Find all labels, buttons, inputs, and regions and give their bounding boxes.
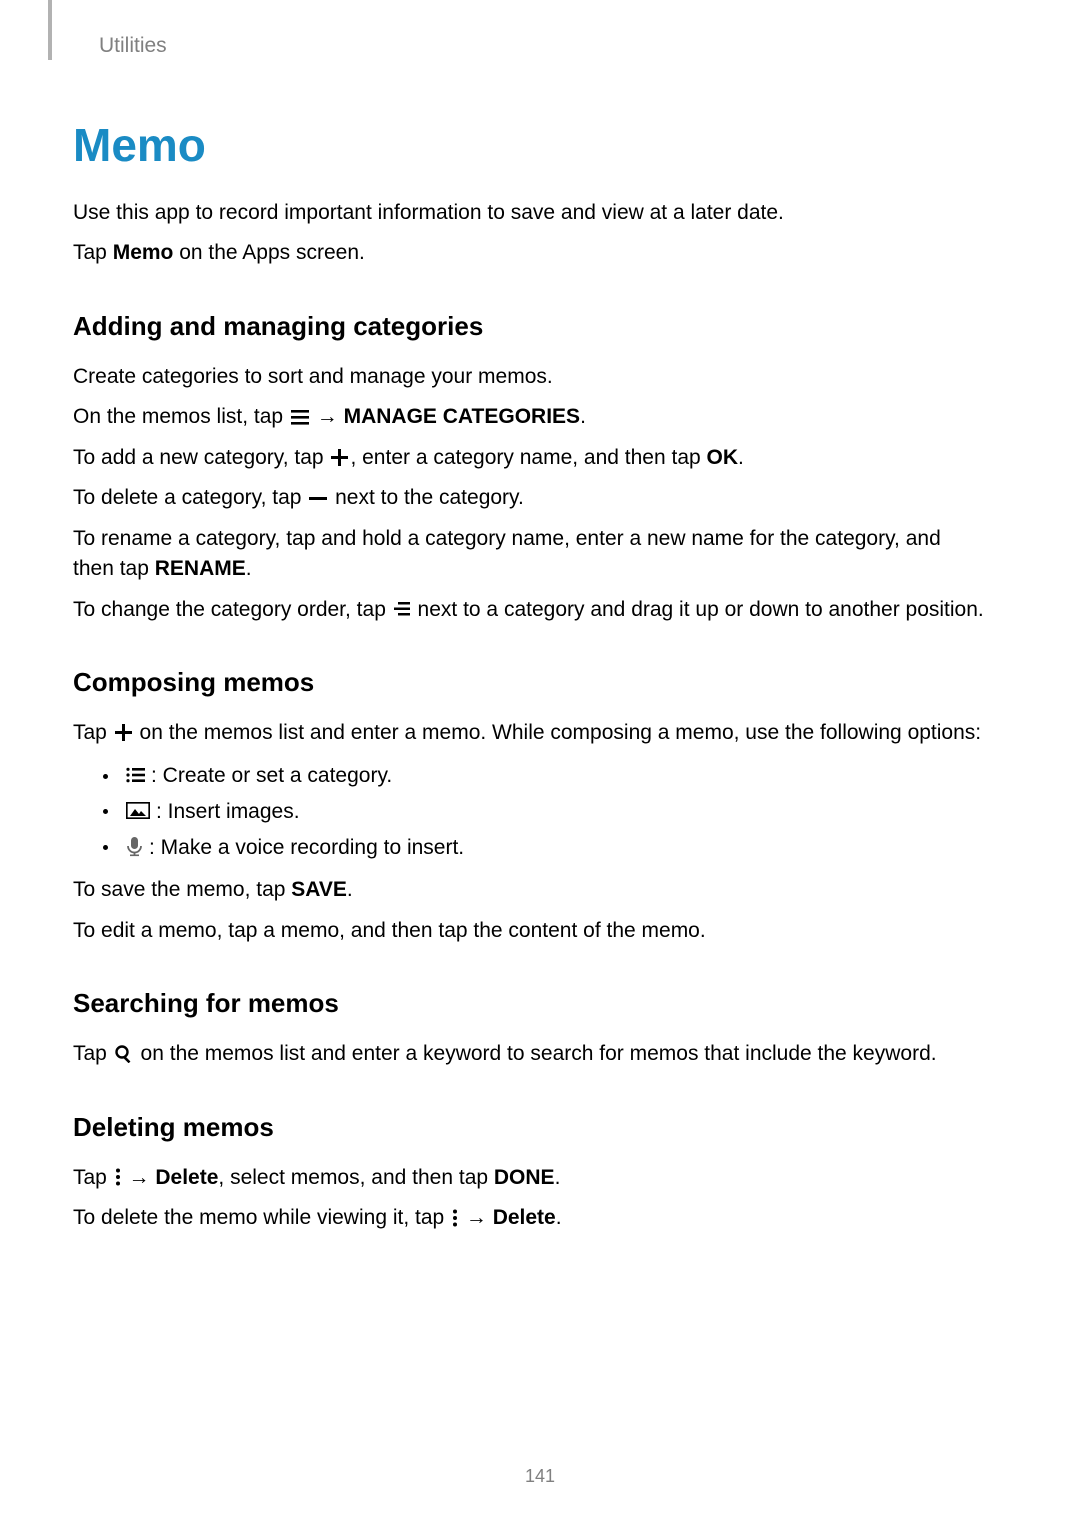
text-fragment: on the memos list and enter a memo. Whil… xyxy=(134,721,981,744)
text-fragment: . xyxy=(738,446,744,469)
categories-text: To delete a category, tap next to the ca… xyxy=(73,483,986,513)
hamburger-icon xyxy=(291,409,309,425)
text-fragment: To delete a category, tap xyxy=(73,486,307,509)
composing-text: To save the memo, tap SAVE. xyxy=(73,875,986,905)
arrow-text: → xyxy=(123,1166,156,1189)
composing-text: Tap on the memos list and enter a memo. … xyxy=(73,718,986,748)
bullet-icon xyxy=(103,774,108,779)
text-fragment: Tap xyxy=(73,241,113,264)
text-fragment: on the memos list and enter a keyword to… xyxy=(135,1042,937,1065)
page-title: Memo xyxy=(73,118,986,172)
plus-icon xyxy=(115,724,132,741)
breadcrumb: Utilities xyxy=(99,34,986,58)
categories-text: To change the category order, tap next t… xyxy=(73,595,986,625)
text-fragment: . xyxy=(580,405,586,428)
page-tab-mark xyxy=(48,0,52,60)
text-fragment: To save the memo, tap xyxy=(73,878,291,901)
arrow-text: → xyxy=(460,1206,493,1229)
reorder-handle-icon xyxy=(394,601,410,617)
menu-label-bold: Delete xyxy=(155,1166,218,1189)
intro-text-1: Use this app to record important informa… xyxy=(73,198,986,228)
categories-text: Create categories to sort and manage you… xyxy=(73,362,986,392)
categories-text: To add a new category, tap , enter a cat… xyxy=(73,443,986,473)
menu-label-bold: Delete xyxy=(493,1206,556,1229)
text-fragment: next to a category and drag it up or dow… xyxy=(412,598,984,621)
section-heading-categories: Adding and managing categories xyxy=(73,311,986,342)
intro-text-2: Tap Memo on the Apps screen. xyxy=(73,238,986,268)
text-fragment: . xyxy=(246,557,252,580)
text-fragment: On the memos list, tap xyxy=(73,405,289,428)
list-item: : Insert images. xyxy=(103,794,986,830)
categories-text: To rename a category, tap and hold a cat… xyxy=(73,524,986,585)
image-icon xyxy=(126,802,150,819)
bullet-icon xyxy=(103,809,108,814)
button-label-bold: DONE xyxy=(494,1166,555,1189)
text-fragment: Tap xyxy=(73,721,113,744)
deleting-text: Tap → Delete, select memos, and then tap… xyxy=(73,1163,986,1193)
searching-text: Tap on the memos list and enter a keywor… xyxy=(73,1039,986,1069)
microphone-icon xyxy=(126,837,143,857)
button-label-bold: SAVE xyxy=(291,878,347,901)
section-heading-deleting: Deleting memos xyxy=(73,1112,986,1143)
list-icon xyxy=(126,767,145,783)
text-fragment: . xyxy=(347,878,353,901)
text-fragment: Tap xyxy=(73,1166,113,1189)
more-vertical-icon xyxy=(452,1209,458,1227)
list-item: : Make a voice recording to insert. xyxy=(103,830,986,866)
minus-icon xyxy=(309,492,327,504)
categories-text: On the memos list, tap → MANAGE CATEGORI… xyxy=(73,402,986,432)
search-icon xyxy=(115,1045,133,1063)
list-item: : Create or set a category. xyxy=(103,758,986,794)
section-heading-composing: Composing memos xyxy=(73,667,986,698)
more-vertical-icon xyxy=(115,1168,121,1186)
composing-text: To edit a memo, tap a memo, and then tap… xyxy=(73,916,986,946)
list-item-text: : Make a voice recording to insert. xyxy=(149,830,464,866)
text-fragment: To change the category order, tap xyxy=(73,598,392,621)
section-heading-searching: Searching for memos xyxy=(73,988,986,1019)
options-list: : Create or set a category. : Insert ima… xyxy=(103,758,986,865)
app-name-bold: Memo xyxy=(113,241,174,264)
button-label-bold: OK xyxy=(707,446,739,469)
plus-icon xyxy=(331,449,348,466)
text-fragment: , enter a category name, and then tap xyxy=(350,446,706,469)
text-fragment: Tap xyxy=(73,1042,113,1065)
text-fragment: on the Apps screen. xyxy=(173,241,364,264)
text-fragment: . xyxy=(555,1166,561,1189)
text-fragment: . xyxy=(556,1206,562,1229)
document-page: Utilities Memo Use this app to record im… xyxy=(0,0,1080,1527)
text-fragment: next to the category. xyxy=(329,486,524,509)
list-item-text: : Insert images. xyxy=(156,794,300,830)
page-number: 141 xyxy=(0,1466,1080,1487)
text-fragment: To add a new category, tap xyxy=(73,446,329,469)
list-item-text: : Create or set a category. xyxy=(151,758,392,794)
bullet-icon xyxy=(103,845,108,850)
arrow-text: → xyxy=(311,405,344,428)
menu-label-bold: MANAGE CATEGORIES xyxy=(344,405,580,428)
text-fragment: To delete the memo while viewing it, tap xyxy=(73,1206,450,1229)
deleting-text: To delete the memo while viewing it, tap… xyxy=(73,1203,986,1233)
text-fragment: , select memos, and then tap xyxy=(218,1166,493,1189)
button-label-bold: RENAME xyxy=(155,557,246,580)
